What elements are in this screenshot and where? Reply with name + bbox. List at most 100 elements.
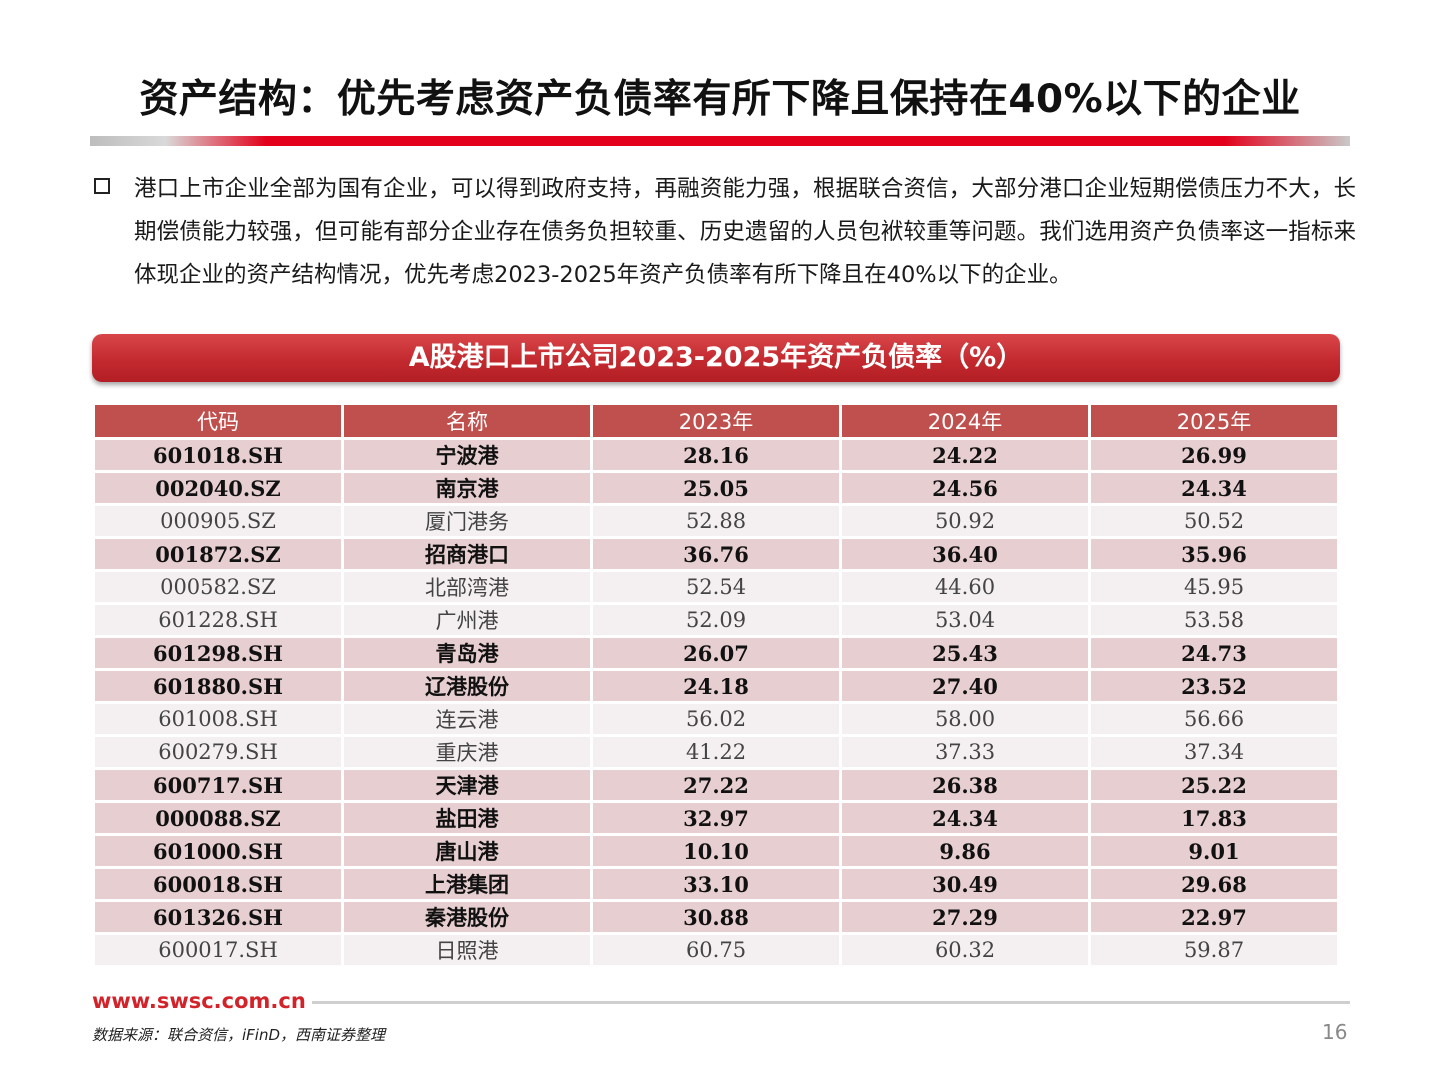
cell-2025: 26.99 [1091,440,1337,470]
cell-code: 601298.SH [95,638,341,668]
cell-2023: 52.09 [593,605,839,635]
cell-2024: 58.00 [842,704,1088,734]
title-underline [90,136,1350,146]
debt-ratio-table: 代码 名称 2023年 2024年 2025年 601018.SH 宁波港 28.1… [92,402,1340,968]
cell-code: 000905.SZ [95,506,341,536]
cell-2025: 45.95 [1091,572,1337,602]
header-2024: 2024年 [842,405,1088,437]
cell-code: 601880.SH [95,671,341,701]
cell-2023: 60.75 [593,935,839,965]
cell-2025: 37.34 [1091,737,1337,767]
table-row: 000088.SZ 盐田港 32.97 24.34 17.83 [95,803,1337,833]
cell-name: 盐田港 [344,803,590,833]
cell-name: 广州港 [344,605,590,635]
header-2025: 2025年 [1091,405,1337,437]
cell-2025: 22.97 [1091,902,1337,932]
cell-2025: 24.73 [1091,638,1337,668]
table-row: 601298.SH 青岛港 26.07 25.43 24.73 [95,638,1337,668]
table-row: 001872.SZ 招商港口 36.76 36.40 35.96 [95,539,1337,569]
cell-2023: 33.10 [593,869,839,899]
table-row: 000905.SZ 厦门港务 52.88 50.92 50.52 [95,506,1337,536]
cell-2024: 26.38 [842,770,1088,800]
cell-2024: 24.56 [842,473,1088,503]
cell-2024: 30.49 [842,869,1088,899]
cell-code: 601018.SH [95,440,341,470]
cell-2023: 30.88 [593,902,839,932]
cell-name: 连云港 [344,704,590,734]
data-source-note: 数据来源：联合资信，iFinD，西南证券整理 [92,1026,386,1044]
cell-2024: 60.32 [842,935,1088,965]
header-name: 名称 [344,405,590,437]
table-row: 000582.SZ 北部湾港 52.54 44.60 45.95 [95,572,1337,602]
cell-2024: 53.04 [842,605,1088,635]
table-row: 601326.SH 秦港股份 30.88 27.29 22.97 [95,902,1337,932]
cell-name: 青岛港 [344,638,590,668]
cell-name: 重庆港 [344,737,590,767]
cell-2025: 24.34 [1091,473,1337,503]
table-row: 600017.SH 日照港 60.75 60.32 59.87 [95,935,1337,965]
cell-2023: 25.05 [593,473,839,503]
header-code: 代码 [95,405,341,437]
cell-2024: 27.40 [842,671,1088,701]
cell-name: 秦港股份 [344,902,590,932]
cell-2023: 36.76 [593,539,839,569]
table-row: 002040.SZ 南京港 25.05 24.56 24.34 [95,473,1337,503]
cell-2023: 52.88 [593,506,839,536]
footer-divider [312,1001,1350,1004]
table-title-banner: A股港口上市公司2023-2025年资产负债率（%） [92,334,1340,382]
cell-2025: 23.52 [1091,671,1337,701]
cell-name: 宁波港 [344,440,590,470]
cell-code: 601008.SH [95,704,341,734]
cell-code: 001872.SZ [95,539,341,569]
cell-2024: 24.34 [842,803,1088,833]
cell-2023: 26.07 [593,638,839,668]
cell-name: 上港集团 [344,869,590,899]
page-number: 16 [1322,1020,1348,1044]
bullet-square-icon [94,178,110,194]
header-2023: 2023年 [593,405,839,437]
cell-2024: 27.29 [842,902,1088,932]
cell-name: 辽港股份 [344,671,590,701]
cell-2024: 50.92 [842,506,1088,536]
cell-2025: 35.96 [1091,539,1337,569]
cell-2023: 28.16 [593,440,839,470]
cell-name: 招商港口 [344,539,590,569]
cell-code: 601228.SH [95,605,341,635]
cell-2025: 50.52 [1091,506,1337,536]
cell-2024: 36.40 [842,539,1088,569]
table-row: 601880.SH 辽港股份 24.18 27.40 23.52 [95,671,1337,701]
cell-2025: 9.01 [1091,836,1337,866]
cell-2024: 37.33 [842,737,1088,767]
cell-code: 000088.SZ [95,803,341,833]
cell-2023: 27.22 [593,770,839,800]
table-row: 600717.SH 天津港 27.22 26.38 25.22 [95,770,1337,800]
cell-code: 002040.SZ [95,473,341,503]
cell-2025: 25.22 [1091,770,1337,800]
table-row: 600018.SH 上港集团 33.10 30.49 29.68 [95,869,1337,899]
table-row: 601018.SH 宁波港 28.16 24.22 26.99 [95,440,1337,470]
website-url: www.swsc.com.cn [92,989,306,1013]
bullet-paragraph: 港口上市企业全部为国有企业，可以得到政府支持，再融资能力强，根据联合资信，大部分… [134,176,1356,288]
cell-name: 日照港 [344,935,590,965]
cell-name: 北部湾港 [344,572,590,602]
cell-2025: 29.68 [1091,869,1337,899]
cell-2023: 52.54 [593,572,839,602]
cell-name: 厦门港务 [344,506,590,536]
cell-2025: 17.83 [1091,803,1337,833]
cell-code: 601326.SH [95,902,341,932]
cell-2025: 59.87 [1091,935,1337,965]
table-row: 600279.SH 重庆港 41.22 37.33 37.34 [95,737,1337,767]
cell-2025: 53.58 [1091,605,1337,635]
table-row: 601008.SH 连云港 56.02 58.00 56.66 [95,704,1337,734]
cell-2023: 32.97 [593,803,839,833]
cell-code: 600017.SH [95,935,341,965]
cell-code: 600279.SH [95,737,341,767]
cell-2024: 25.43 [842,638,1088,668]
cell-2023: 41.22 [593,737,839,767]
cell-code: 600018.SH [95,869,341,899]
cell-2024: 24.22 [842,440,1088,470]
table-header-row: 代码 名称 2023年 2024年 2025年 [95,405,1337,437]
cell-name: 唐山港 [344,836,590,866]
cell-name: 南京港 [344,473,590,503]
cell-code: 000582.SZ [95,572,341,602]
